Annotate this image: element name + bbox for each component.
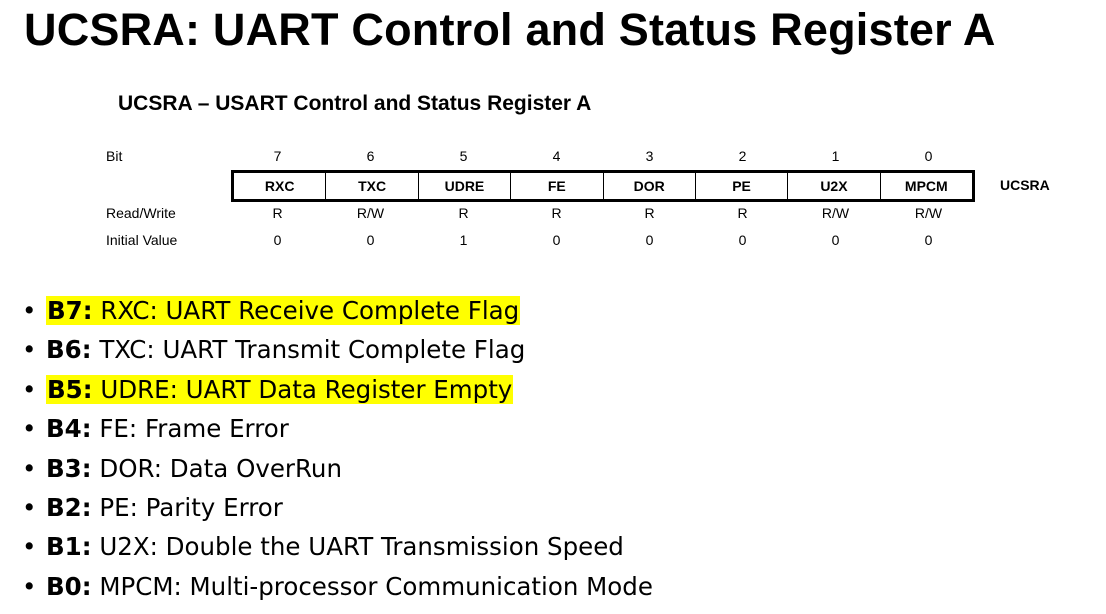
bit-number: 5 xyxy=(459,148,468,164)
bit-tag: B1: xyxy=(46,532,92,562)
bit-tag: B4: xyxy=(46,414,92,444)
bit-initial-value: 0 xyxy=(366,232,375,248)
bit-description: U2X: Double the UART Transmission Speed xyxy=(99,532,624,562)
bit-name-cell: U2X xyxy=(788,173,881,199)
bit-number: 1 xyxy=(831,148,840,164)
bit-name-cell: TXC xyxy=(326,173,419,199)
bit-initial-value: 0 xyxy=(552,232,561,248)
bit-tag: B7: xyxy=(47,296,93,325)
bit-description-list: • B7: RXC: UART Receive Complete Flag • B6:… xyxy=(22,291,653,606)
bit-description-item: • B2: PE: Parity Error xyxy=(22,488,653,527)
item-text: B1: U2X: Double the UART Transmission Sp… xyxy=(46,532,624,561)
highlighted-text: B7: RXC: UART Receive Complete Flag xyxy=(46,296,521,325)
bullet-dot-icon: • xyxy=(22,335,37,365)
read-write-row-label: Read/Write xyxy=(106,205,176,221)
bit-read-write: R xyxy=(644,205,655,221)
bit-description-item: • B0: MPCM: Multi-processor Communication… xyxy=(22,567,653,606)
bit-tag: B6: xyxy=(46,335,92,365)
item-text: B3: DOR: Data OverRun xyxy=(46,454,342,483)
bit-tag: B0: xyxy=(46,571,92,601)
bit-tag: B5: xyxy=(47,374,93,404)
bit-description: TXC: UART Transmit Complete Flag xyxy=(99,335,526,365)
initial-value-row-label: Initial Value xyxy=(106,232,178,248)
bit-initial-value: 0 xyxy=(924,232,933,248)
bit-description-item: • B6: TXC: UART Transmit Complete Flag xyxy=(22,330,653,369)
bit-read-write: R xyxy=(458,205,469,221)
bit-number: 3 xyxy=(645,148,654,164)
item-text: B4: FE: Frame Error xyxy=(46,414,289,443)
bit-number: 0 xyxy=(924,148,933,164)
bit-name-cell: DOR xyxy=(604,173,696,199)
bit-name-cell: PE xyxy=(696,173,789,199)
bit-description-item: • B1: U2X: Double the UART Transmission S… xyxy=(22,527,653,566)
bit-read-write: R xyxy=(551,205,562,221)
bit-initial-value: 0 xyxy=(831,232,840,248)
bullet-dot-icon: • xyxy=(22,296,37,325)
bullet-dot-icon: • xyxy=(22,532,37,562)
register-name: UCSRA xyxy=(1000,177,1050,193)
bit-description: UDRE: UART Data Register Empty xyxy=(100,374,513,404)
bit-name-cell: FE xyxy=(511,173,604,199)
bit-description: FE: Frame Error xyxy=(99,414,289,444)
bullet-dot-icon: • xyxy=(22,492,37,522)
bit-read-write: R xyxy=(272,205,283,221)
bit-number: 4 xyxy=(552,148,561,164)
bit-description: PE: Parity Error xyxy=(99,492,283,522)
bullet-dot-icon: • xyxy=(22,453,37,483)
bit-initial-value: 0 xyxy=(645,232,654,248)
bit-number: 6 xyxy=(366,148,375,164)
bullet-dot-icon: • xyxy=(22,571,37,601)
bit-number: 7 xyxy=(273,148,282,164)
slide-title: UCSRA: UART Control and Status Register … xyxy=(24,4,996,55)
item-text: B2: PE: Parity Error xyxy=(46,493,283,522)
highlighted-text: B5: UDRE: UART Data Register Empty xyxy=(46,374,514,404)
bit-row-label: Bit xyxy=(106,148,123,164)
bit-description-item: • B4: FE: Frame Error xyxy=(22,409,653,448)
bit-description-item: • B7: RXC: UART Receive Complete Flag xyxy=(22,291,653,330)
bit-description-item: • B3: DOR: Data OverRun xyxy=(22,449,653,488)
bit-initial-value: 0 xyxy=(738,232,747,248)
bit-tag: B3: xyxy=(46,453,92,483)
bullet-dot-icon: • xyxy=(22,374,37,404)
bit-initial-value: 1 xyxy=(459,232,468,248)
bit-name-cell: UDRE xyxy=(419,173,512,199)
bit-description-item: • B5: UDRE: UART Data Register Empty xyxy=(22,370,653,409)
bit-read-write: R/W xyxy=(821,205,850,221)
register-bit-box: RXC TXC UDRE FE DOR PE U2X MPCM xyxy=(231,170,975,202)
bit-name-cell: RXC xyxy=(234,173,327,199)
item-text: B6: TXC: UART Transmit Complete Flag xyxy=(46,335,525,364)
item-text: B0: MPCM: Multi-processor Communication … xyxy=(46,572,653,601)
bit-name-cell: MPCM xyxy=(904,178,948,194)
bit-description: MPCM: Multi-processor Communication Mode xyxy=(99,571,653,601)
bit-description: DOR: Data OverRun xyxy=(99,453,342,483)
register-heading: UCSRA – USART Control and Status Registe… xyxy=(118,92,592,115)
bit-read-write: R/W xyxy=(914,205,943,221)
bit-number: 2 xyxy=(738,148,747,164)
bit-initial-value: 0 xyxy=(273,232,282,248)
bit-read-write: R xyxy=(737,205,748,221)
bit-tag: B2: xyxy=(46,492,92,522)
bit-read-write: R/W xyxy=(356,205,385,221)
bit-description: RXC: UART Receive Complete Flag xyxy=(100,296,520,325)
bullet-dot-icon: • xyxy=(22,414,37,444)
